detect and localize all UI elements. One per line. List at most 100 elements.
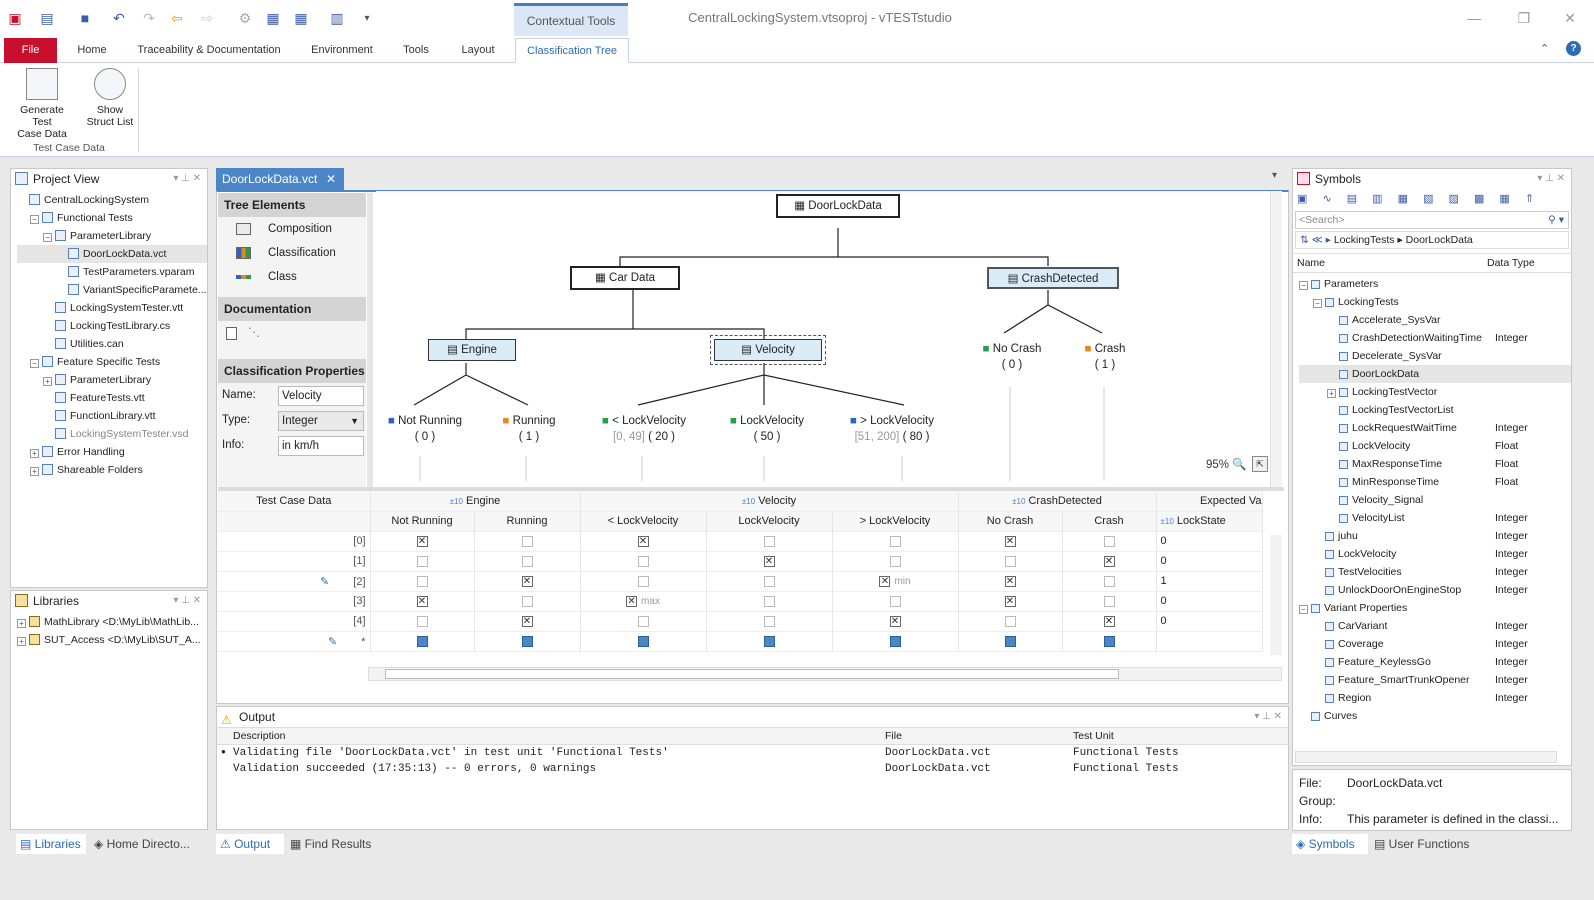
grid-checkbox[interactable]: [1103, 575, 1115, 587]
calendar-icon[interactable]: ▦: [266, 9, 280, 26]
grid-cell[interactable]: [370, 611, 475, 632]
grid-checkbox[interactable]: [521, 535, 533, 547]
grid-cell[interactable]: [832, 531, 959, 552]
minimize-icon[interactable]: —: [1467, 10, 1481, 26]
grid-cell[interactable]: ✕: [1062, 611, 1157, 632]
generate-test-case-data-button[interactable]: Generate Test Case Data: [10, 68, 74, 140]
grid-column-header[interactable]: < LockVelocity: [580, 511, 707, 532]
grid-cell[interactable]: [706, 571, 833, 592]
grid-checkbox[interactable]: [521, 635, 533, 647]
project-tree-item[interactable]: − Feature Specific Tests: [17, 353, 207, 371]
node-engine[interactable]: ▤ Engine: [428, 339, 516, 361]
grid-cell[interactable]: ✕: [706, 551, 833, 572]
grid-checkbox[interactable]: [1004, 555, 1016, 567]
tab-classification-tree[interactable]: Classification Tree: [515, 38, 629, 63]
expander-icon[interactable]: −: [30, 359, 39, 368]
fit-view-icon[interactable]: ⇱: [1252, 456, 1268, 472]
symbol-tree-item[interactable]: LockRequestWaitTime Integer: [1299, 419, 1571, 437]
show-struct-list-button[interactable]: Show Struct List: [78, 68, 142, 128]
class-no-crash[interactable]: ■ No Crash( 0 ): [982, 343, 1042, 371]
type-select[interactable]: Integer ▼: [278, 411, 364, 431]
grid-column-header[interactable]: Crash: [1062, 511, 1157, 532]
grid-checkbox[interactable]: [889, 595, 901, 607]
grid-cell[interactable]: [1156, 631, 1263, 652]
grid-row[interactable]: [0] ✕ ✕ ✕ 0: [218, 531, 1263, 552]
zoom-icon[interactable]: 🔍: [1232, 459, 1247, 471]
class-gt-lockvelocity[interactable]: ■ > LockVelocity [51, 200] ( 80 ): [850, 415, 934, 443]
symbol-tree-item[interactable]: UnlockDoorOnEngineStop Integer: [1299, 581, 1571, 599]
grid-cell[interactable]: ✕: [832, 611, 959, 632]
symbol-tree-item[interactable]: Decelerate_SysVar: [1299, 347, 1571, 365]
grid-checkbox[interactable]: [1103, 595, 1115, 607]
search-icon[interactable]: ⚲ ▾: [1548, 214, 1564, 226]
library-item[interactable]: + SUT_Access <D:\MyLib\SUT_A...: [17, 631, 207, 649]
symbol-tree-item[interactable]: + LockingTestVector: [1299, 383, 1571, 401]
grid-checkbox[interactable]: [763, 575, 775, 587]
grid-checkbox[interactable]: [637, 555, 649, 567]
grid-row[interactable]: ✎ [2] ✕ ✕ min ✕ 1: [218, 571, 1263, 592]
grid-checkbox[interactable]: ✕: [1004, 595, 1016, 607]
tab-home-directory[interactable]: ◈ Home Directo...: [94, 837, 190, 851]
grid-row[interactable]: [1] ✕ ✕ 0: [218, 551, 1263, 572]
grid-checkbox[interactable]: [637, 615, 649, 627]
tab-output[interactable]: ⚠ Output: [216, 834, 284, 854]
project-tree-item[interactable]: FunctionLibrary.vtt: [17, 407, 207, 425]
export-icon[interactable]: ▥: [330, 9, 344, 26]
tab-file[interactable]: File: [4, 38, 57, 63]
project-tree-item[interactable]: + Shareable Folders: [17, 461, 207, 479]
grid-checkbox[interactable]: [1004, 635, 1016, 647]
class-lockvelocity[interactable]: ■ LockVelocity( 50 ): [729, 415, 805, 443]
grid-column-header[interactable]: No Crash: [958, 511, 1063, 532]
class-not-running[interactable]: ■ Not Running( 0 ): [387, 415, 463, 443]
tab-symbols[interactable]: ◈ Symbols: [1292, 834, 1368, 854]
node-doorlockdata[interactable]: ▦ DoorLockData: [776, 194, 900, 218]
grid-cell[interactable]: 0: [1156, 591, 1263, 612]
expander-icon[interactable]: +: [30, 467, 39, 476]
grid-cell[interactable]: ✕: [958, 571, 1063, 592]
symbols-toolbar[interactable]: ▣ ∿ ▤ ▥ ▦ ▧ ▨ ▩ ▦ ⇑: [1297, 193, 1541, 205]
grid-column-header[interactable]: ±10 LockState: [1156, 511, 1263, 532]
symbols-search-input[interactable]: <Search> ⚲ ▾: [1295, 211, 1569, 229]
class-running[interactable]: ■ Running( 1 ): [502, 415, 556, 443]
output-row[interactable]: ● Validating file 'DoorLockData.vct' in …: [221, 747, 1179, 759]
grid-checkbox[interactable]: [1103, 635, 1115, 647]
grid-cell[interactable]: [958, 611, 1063, 632]
symbol-tree-item[interactable]: VelocityList Integer: [1299, 509, 1571, 527]
expander-icon[interactable]: +: [30, 449, 39, 458]
grid-checkbox[interactable]: [763, 595, 775, 607]
build-icon[interactable]: ⚙: [238, 9, 252, 26]
symbol-tree-item[interactable]: Accelerate_SysVar: [1299, 311, 1571, 329]
grid-cell[interactable]: ✕: [370, 591, 475, 612]
grid-checkbox[interactable]: [416, 575, 428, 587]
calendar-add-icon[interactable]: ▦: [294, 9, 308, 26]
grid-checkbox[interactable]: [637, 635, 649, 647]
grid-cell[interactable]: 0: [1156, 551, 1263, 572]
note-icon[interactable]: [226, 327, 237, 340]
forward-icon[interactable]: ⇨: [201, 9, 213, 26]
grid-cell[interactable]: ✕ min: [832, 571, 959, 592]
grid-cell[interactable]: 0: [1156, 531, 1263, 552]
expander-icon[interactable]: −: [43, 233, 52, 242]
panel-controls-icon[interactable]: ▾ ⊥ ✕: [1537, 173, 1565, 184]
grid-checkbox[interactable]: ✕: [879, 575, 891, 587]
grid-checkbox[interactable]: [416, 635, 428, 647]
close-icon[interactable]: ✕: [1564, 10, 1576, 26]
grid-cell[interactable]: [370, 571, 475, 592]
save-icon[interactable]: ■: [80, 10, 90, 26]
grid-cell[interactable]: ✕: [370, 531, 475, 552]
grid-cell[interactable]: [474, 591, 581, 612]
expander-icon[interactable]: +: [43, 377, 52, 386]
grid-checkbox[interactable]: [521, 555, 533, 567]
grid-cell[interactable]: [474, 551, 581, 572]
class-crash[interactable]: ■ Crash( 1 ): [1084, 343, 1126, 371]
class-lt-lockvelocity[interactable]: ■ < LockVelocity [0, 49] ( 20 ): [602, 415, 686, 443]
symbol-tree-item[interactable]: LockVelocity Float: [1299, 437, 1571, 455]
grid-row[interactable]: [3] ✕ ✕ max ✕ 0: [218, 591, 1263, 612]
grid-column-header[interactable]: Not Running: [370, 511, 475, 532]
project-tree-item[interactable]: LockingSystemTester.vtt: [17, 299, 207, 317]
class-item[interactable]: Class: [218, 265, 366, 289]
grid-checkbox[interactable]: ✕: [521, 615, 533, 627]
splitter[interactable]: [367, 193, 373, 487]
symbol-tree-item[interactable]: Feature_SmartTrunkOpener Integer: [1299, 671, 1571, 689]
help-icon[interactable]: ?: [1566, 41, 1581, 56]
